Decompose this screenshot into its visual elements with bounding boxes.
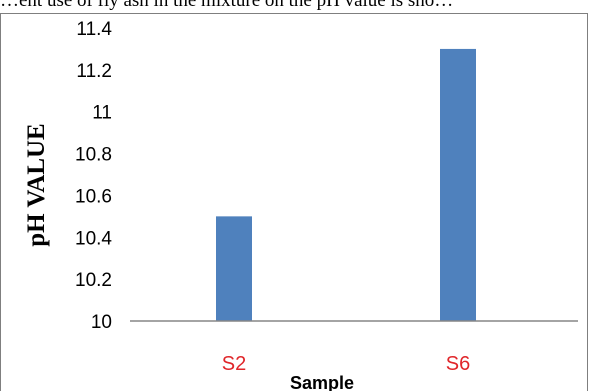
caption-text: …ent use of fly ash in the mixture on th…	[0, 0, 454, 11]
y-tick-label: 10	[91, 312, 112, 333]
y-axis-title: pH VALUE	[23, 123, 50, 246]
y-tick-label: 11.2	[76, 61, 112, 82]
chart-frame	[0, 13, 588, 391]
y-tick-label: 10.2	[75, 270, 112, 291]
bar-s2	[216, 216, 252, 321]
x-axis-title: Sample	[290, 373, 354, 391]
y-tick-label: 10.4	[75, 228, 112, 249]
caption-strip: …ent use of fly ash in the mixture on th…	[0, 0, 589, 12]
y-axis-ticks: 10 10.2 10.4 10.6 10.8 11 11.2 11.4	[75, 19, 112, 333]
bars	[216, 48, 476, 322]
y-tick-label: 10.6	[75, 186, 112, 207]
category-labels: S2 S6	[222, 353, 470, 375]
bar-s6	[440, 48, 476, 322]
y-tick-label: 11.4	[76, 19, 112, 40]
y-tick-label: 10.8	[75, 145, 112, 166]
category-label-s2: S2	[222, 353, 246, 375]
category-label-s6: S6	[446, 353, 470, 375]
y-tick-label: 11	[92, 103, 112, 124]
